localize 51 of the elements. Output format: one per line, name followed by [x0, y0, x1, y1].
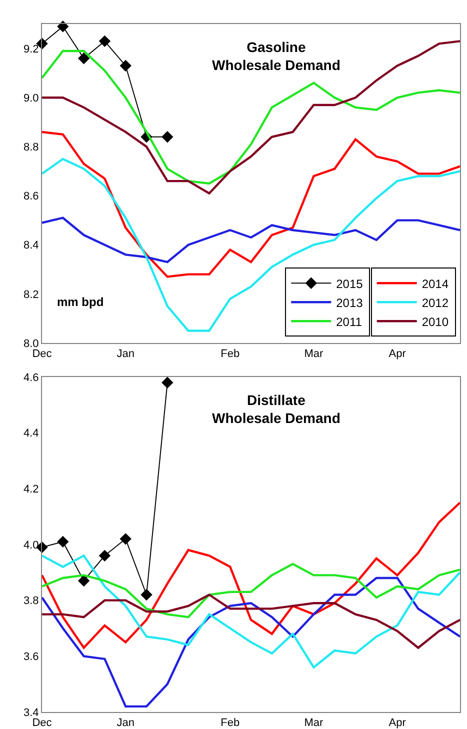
y-tick-label: 8.4	[24, 240, 39, 252]
point	[78, 52, 90, 64]
legend-label: 2014	[422, 276, 449, 291]
point	[78, 574, 90, 587]
line-series	[42, 576, 460, 708]
x-tick-label: Mar	[304, 348, 324, 360]
point	[98, 35, 111, 48]
y-tick-label: 3.8	[24, 595, 39, 608]
legend-label: 2012	[422, 296, 449, 310]
point	[98, 550, 111, 562]
text: Distillate Wholesale Demand	[212, 392, 340, 426]
line-series	[42, 216, 460, 264]
annotation: mm bpd	[57, 295, 104, 309]
line-series	[42, 562, 460, 618]
line-series	[42, 554, 460, 668]
x-tick-label: Dec	[32, 348, 52, 360]
x-tick-label: Dec	[32, 717, 52, 729]
point	[140, 588, 152, 601]
x-tick-label: Jan	[116, 717, 134, 729]
line-series	[42, 158, 460, 332]
y-tick-label: 8.6	[24, 190, 39, 203]
x-tick-label: Apr	[388, 348, 406, 360]
line-series	[42, 594, 460, 649]
y-tick-label: 4.6	[24, 372, 39, 384]
y-tick-label: 4.4	[24, 428, 39, 440]
point	[162, 376, 174, 388]
point	[162, 131, 174, 143]
y-tick-label: 9.0	[24, 92, 39, 104]
y-tick-label: 8.2	[24, 288, 39, 301]
legend-label: 2011	[336, 314, 362, 329]
legend-label: 2015	[336, 276, 364, 291]
point	[120, 60, 132, 72]
x-tick-label: Apr	[388, 717, 406, 729]
y-tick-label: 8.8	[24, 142, 39, 154]
point	[57, 536, 69, 548]
y-tick-label: 4.2	[24, 484, 39, 496]
line-series	[42, 130, 460, 278]
x-tick-label: Jan	[116, 348, 134, 360]
legend-label: 2013	[336, 296, 364, 310]
x-tick-label: Mar	[304, 717, 324, 729]
x-tick-label: Feb	[220, 717, 240, 729]
x-tick-label: Feb	[220, 348, 240, 360]
point	[120, 533, 132, 545]
legend-label: 2010	[422, 314, 449, 329]
y-tick-label: 3.6	[24, 651, 39, 664]
y-tick-label: 3.4	[24, 706, 39, 719]
point	[57, 20, 69, 32]
y-tick-label: 8.0	[24, 338, 39, 350]
text: Gasoline Wholesale Demand	[212, 39, 340, 74]
y-tick-label: 9.2	[24, 43, 39, 56]
line-series	[42, 502, 460, 649]
